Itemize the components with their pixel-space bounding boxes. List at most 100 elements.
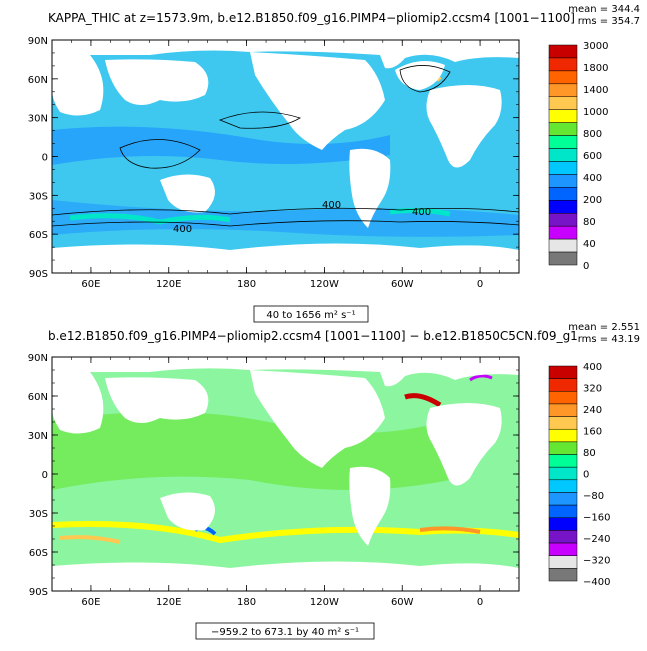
range-box [253, 305, 369, 323]
lon-tick-label: 120E [156, 279, 181, 290]
colorbar-swatch [548, 135, 578, 149]
colorbar-swatch [548, 479, 578, 493]
colorbar-swatch [548, 83, 578, 98]
lon-tick-label: 120W [310, 597, 339, 608]
lon-tick-label: 60E [81, 279, 100, 290]
range-label: −959.2 to 673.1 by 40 m² s⁻¹ [211, 627, 359, 638]
colorbar-swatch [548, 122, 578, 136]
lat-tick-label: 60N [28, 392, 48, 403]
lat-tick-label: 30S [29, 509, 48, 520]
colorbar-swatch [548, 530, 578, 544]
lat-tick-label: 90S [29, 587, 48, 598]
colorbar-label: 400 [583, 173, 602, 184]
colorbar-label: 400 [583, 362, 602, 373]
lon-tick-label: 120W [310, 279, 339, 290]
anomaly-streak [419, 526, 481, 534]
lat-tick-label: 90N [28, 36, 48, 47]
colorbar-swatch [548, 555, 578, 569]
colorbar-label: 1400 [583, 85, 608, 96]
colorbar-swatch [548, 492, 578, 506]
colorbar-label: −320 [583, 556, 610, 567]
colorbar-label: −240 [583, 534, 610, 545]
colorbar-swatch [548, 517, 578, 531]
anomaly-hotspot [469, 374, 493, 382]
colorbar-swatch [548, 148, 578, 162]
colorbar-swatch [548, 109, 578, 123]
acc-streak [389, 207, 451, 217]
colorbar-swatch [548, 57, 578, 72]
lat-tick-label: 90N [28, 353, 48, 364]
colorbar-swatch [548, 441, 578, 455]
colorbar-swatch [548, 416, 578, 430]
range-label: 40 to 1656 m² s⁻¹ [266, 310, 355, 321]
contours [51, 65, 520, 227]
panel-top-title: KAPPA_THIC at z=1573.9m, b.e12.B1850.f09… [48, 11, 575, 25]
colorbar-swatch [548, 96, 578, 110]
axes: 90N 60N 30N 0 30S 60S 90S 60E 120E 180 120W 60W 0 [28, 36, 520, 290]
colorbar-label: 0 [583, 470, 589, 481]
colorbar-label: 320 [583, 384, 602, 395]
colorbar-swatch [548, 391, 578, 405]
colorbar-label: −80 [583, 491, 604, 502]
lon-tick-label: 180 [237, 597, 256, 608]
lon-tick-label: 180 [237, 279, 256, 290]
colorbar-swatch [548, 365, 578, 379]
lon-tick-label: 60W [391, 597, 414, 608]
anomaly-hotspot [404, 393, 442, 408]
colorbar-label: 240 [583, 405, 602, 416]
lat-tick-label: 30N [28, 431, 48, 442]
colorbar-swatch [548, 174, 578, 188]
lon-tick-label: 60W [391, 279, 414, 290]
panel-top-rms: rms = 354.7 [578, 16, 640, 27]
colorbar-label: 1800 [583, 63, 608, 74]
range-box [195, 622, 375, 640]
lon-tick-label: 0 [477, 279, 483, 290]
colorbar-swatch [548, 568, 578, 582]
colorbar-swatch [548, 200, 578, 214]
anomaly-streak [59, 535, 121, 544]
colorbar-label: 1000 [583, 107, 608, 118]
lat-tick-label: 90S [29, 269, 48, 280]
contour-label: 400 [173, 224, 192, 235]
colorbar-label: 0 [583, 261, 589, 272]
lat-tick-label: 0 [42, 470, 48, 481]
colorbar-swatch [548, 542, 578, 556]
colorbar-swatch [548, 403, 578, 417]
lon-tick-label: 120E [156, 597, 181, 608]
colorbar-swatch [548, 225, 578, 240]
panel-top-mean: mean = 344.4 [568, 4, 640, 15]
lat-tick-label: 30S [29, 191, 48, 202]
colorbar-label: 80 [583, 448, 596, 459]
lat-tick-label: 60S [29, 548, 48, 559]
colorbar-swatch [548, 251, 578, 266]
colorbar-label: 800 [583, 129, 602, 140]
contour-label: 400 [322, 200, 341, 211]
panel-bottom-rms: rms = 43.19 [578, 334, 640, 345]
colorbar-swatch [548, 70, 578, 85]
lat-tick-label: 60S [29, 230, 48, 241]
colorbar-label: −400 [583, 577, 610, 588]
colorbar-swatch [548, 428, 578, 443]
colorbar-swatch [548, 212, 578, 227]
colorbar-label: 600 [583, 151, 602, 162]
lat-tick-label: 30N [28, 114, 48, 125]
panel-top: KAPPA_THIC at z=1573.9m, b.e12.B1850.f09… [28, 4, 640, 323]
colorbar-label: 160 [583, 427, 602, 438]
colorbar-label: 80 [583, 217, 596, 228]
lon-tick-label: 0 [477, 597, 483, 608]
colorbar-label: 40 [583, 239, 596, 250]
colorbar-swatch [548, 44, 578, 59]
colorbar-swatch [548, 238, 578, 253]
colorbar-swatch [548, 454, 578, 468]
colorbar-swatch [548, 161, 578, 175]
lon-tick-label: 60E [81, 597, 100, 608]
colorbar-swatch [548, 466, 578, 481]
land [52, 357, 519, 591]
equatorial-band [52, 126, 390, 165]
panel-bottom-title: b.e12.B1850.f09_g16.PIMP4−pliomip2.ccsm4… [48, 329, 578, 343]
colorbar-swatch [548, 504, 578, 519]
colorbar-swatch [548, 187, 578, 201]
panel-bottom-mean: mean = 2.551 [568, 322, 640, 333]
